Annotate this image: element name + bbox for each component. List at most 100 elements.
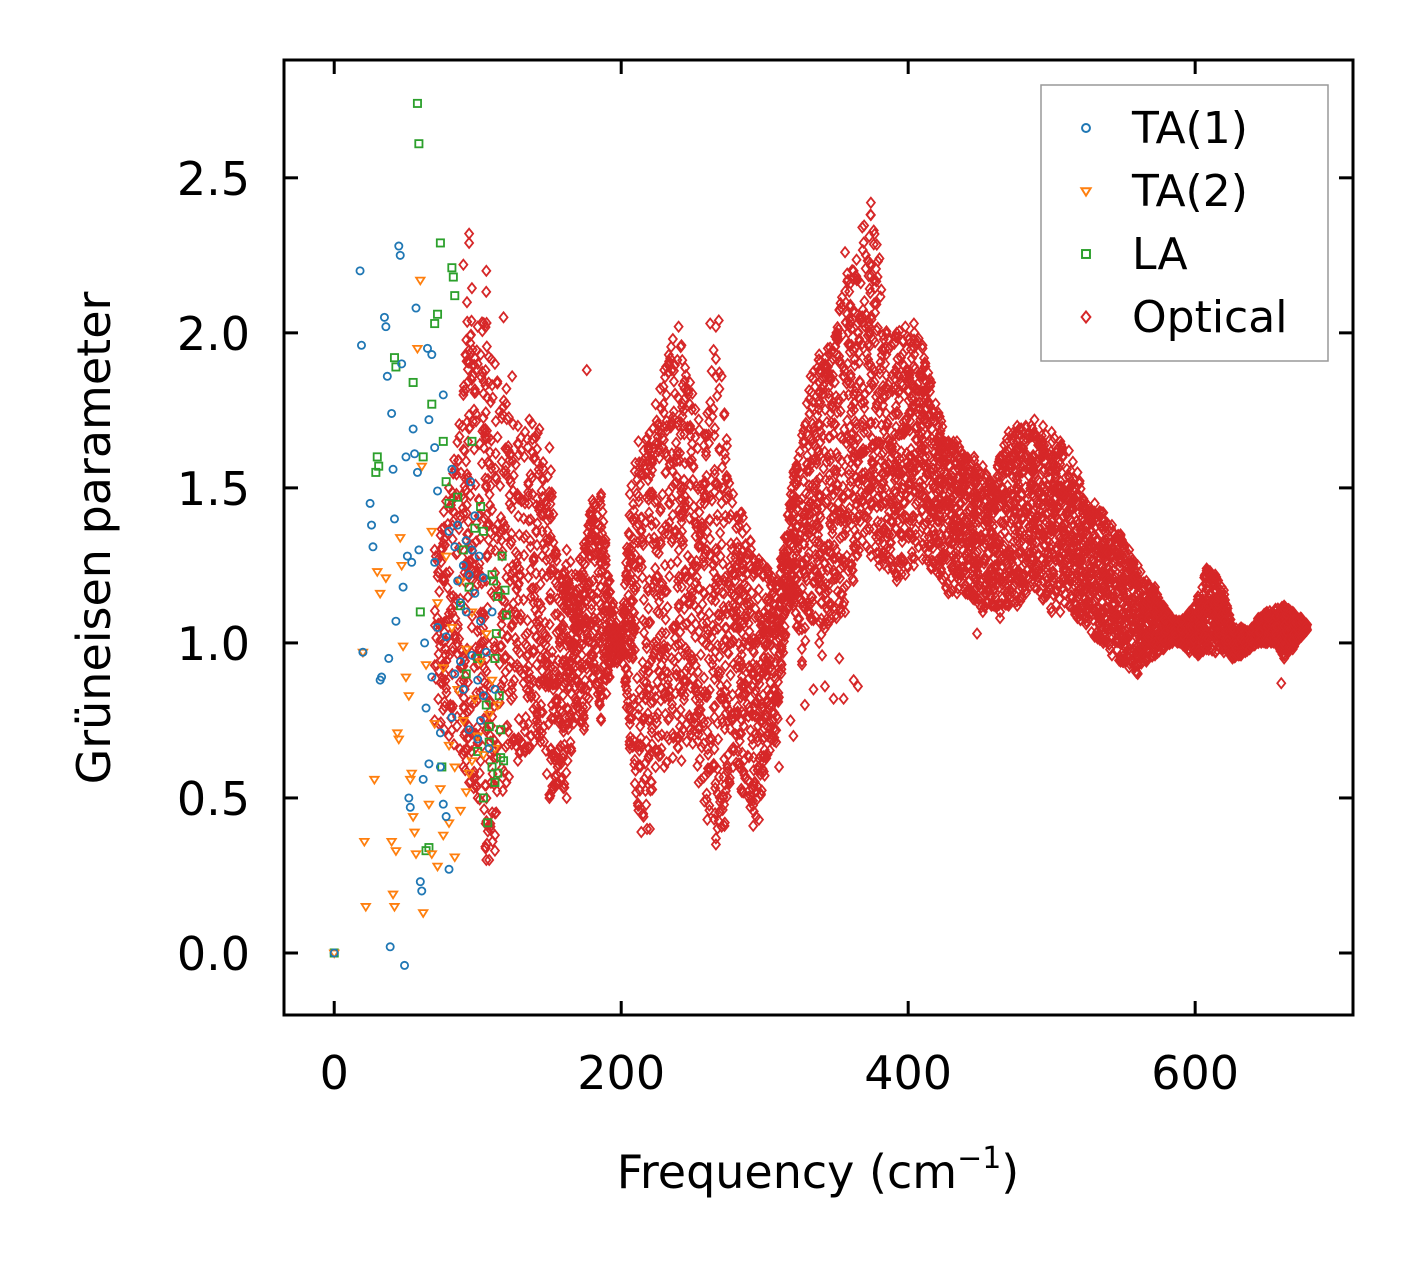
optical-point <box>939 552 950 566</box>
optical-point <box>763 715 775 729</box>
optical-point <box>911 395 922 409</box>
optical-point <box>1022 492 1033 506</box>
optical-point <box>689 516 701 530</box>
optical-point <box>1013 442 1025 456</box>
optical-point <box>762 572 773 585</box>
optical-point <box>482 472 494 486</box>
optical-point <box>868 522 879 536</box>
optical-point <box>1031 482 1042 496</box>
optical-point <box>561 624 573 638</box>
optical-point <box>851 253 862 267</box>
optical-point <box>630 456 641 470</box>
optical-point <box>621 541 633 555</box>
optical-point <box>901 487 912 501</box>
optical-point <box>988 584 999 598</box>
optical-point <box>677 378 688 392</box>
optical-point <box>951 586 963 600</box>
optical-point <box>1005 545 1017 559</box>
optical-point <box>745 605 756 619</box>
optical-point <box>871 397 883 411</box>
optical-point <box>655 693 667 707</box>
optical-point <box>561 543 572 557</box>
optical-point <box>667 727 678 741</box>
optical-point <box>871 324 882 337</box>
optical-point <box>731 536 742 550</box>
optical-point <box>546 490 557 504</box>
optical-point <box>1012 569 1024 583</box>
optical-point <box>783 600 795 614</box>
optical-point <box>641 822 653 836</box>
optical-point <box>1007 542 1018 556</box>
optical-point <box>977 605 988 619</box>
optical-point <box>903 368 915 382</box>
optical-point <box>513 660 525 674</box>
optical-point <box>557 688 569 702</box>
optical-point <box>439 625 450 639</box>
optical-point <box>531 524 542 538</box>
optical-point <box>1003 599 1014 613</box>
optical-point <box>693 413 704 427</box>
optical-point <box>810 479 822 492</box>
optical-point <box>796 581 808 595</box>
optical-point <box>731 605 742 618</box>
optical-point <box>616 636 627 650</box>
optical-point <box>677 619 688 633</box>
optical-point <box>526 417 538 431</box>
optical-point <box>563 682 574 696</box>
optical-point <box>849 492 860 505</box>
optical-point <box>552 776 564 789</box>
optical-point <box>713 732 724 746</box>
optical-point <box>955 532 966 545</box>
optical-point <box>934 502 946 516</box>
optical-point <box>642 707 654 720</box>
optical-point <box>434 585 445 598</box>
optical-point <box>501 412 512 426</box>
optical-point <box>900 568 911 582</box>
optical-point <box>831 611 842 625</box>
optical-point <box>896 445 907 458</box>
optical-point <box>438 520 450 534</box>
optical-point <box>920 392 931 406</box>
optical-point <box>952 520 963 533</box>
optical-point <box>920 360 931 373</box>
optical-point <box>581 628 593 642</box>
optical-point <box>904 414 916 428</box>
optical-point <box>779 630 790 644</box>
optical-point <box>460 348 471 362</box>
optical-point <box>913 512 925 526</box>
optical-point <box>822 449 833 463</box>
optical-point <box>680 368 692 382</box>
optical-point <box>1007 426 1018 440</box>
optical-point <box>946 445 957 459</box>
optical-point <box>694 423 705 437</box>
optical-point <box>641 431 653 445</box>
optical-point <box>518 548 530 562</box>
optical-point <box>547 645 558 659</box>
optical-point <box>825 355 837 369</box>
optical-point <box>1010 503 1021 517</box>
optical-point <box>668 374 680 388</box>
optical-point <box>720 632 731 646</box>
optical-point <box>699 794 710 808</box>
optical-point <box>693 703 704 717</box>
optical-point <box>713 480 724 493</box>
optical-point <box>498 673 509 687</box>
optical-point <box>527 446 538 460</box>
optical-point <box>820 587 831 601</box>
optical-point <box>744 624 755 638</box>
optical-point <box>738 616 749 630</box>
optical-point <box>814 636 825 650</box>
optical-point <box>675 427 686 441</box>
optical-point <box>447 485 458 499</box>
optical-point <box>554 640 566 654</box>
optical-point <box>504 497 515 511</box>
optical-point <box>589 548 600 562</box>
optical-point <box>523 570 534 584</box>
optical-point <box>712 622 724 636</box>
optical-point <box>844 501 855 515</box>
optical-point <box>544 617 555 631</box>
optical-point <box>482 601 493 615</box>
optical-point <box>936 572 948 586</box>
optical-point <box>849 353 860 366</box>
optical-point <box>754 632 765 646</box>
